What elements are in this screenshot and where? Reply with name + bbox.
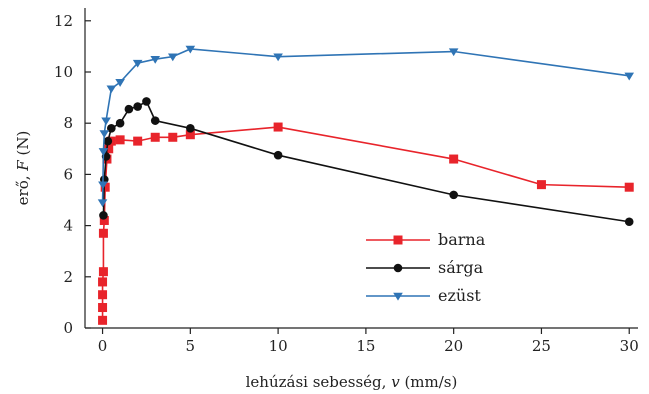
- data-point-2: [106, 85, 117, 94]
- legend-label: sárga: [438, 258, 484, 277]
- series-layer: [97, 45, 635, 325]
- y-tick-label: 6: [63, 165, 73, 183]
- data-point-2: [98, 181, 108, 190]
- axis-label-unit: (N): [14, 131, 32, 161]
- data-point-2: [97, 199, 108, 208]
- data-point-1: [273, 150, 283, 160]
- series-line-0: [101, 126, 630, 321]
- data-point-2: [101, 117, 111, 126]
- data-point-2: [273, 53, 283, 62]
- data-point-1: [115, 118, 125, 128]
- data-point-0: [150, 132, 160, 142]
- data-point-0: [273, 122, 283, 132]
- y-tick-label: 8: [63, 114, 73, 132]
- data-point-1: [103, 136, 113, 146]
- legend-item-0: barna: [366, 230, 486, 249]
- axis-label-text: erő,: [14, 171, 32, 206]
- axis-label-unit: (mm/s): [400, 373, 458, 391]
- data-point-0: [624, 182, 634, 192]
- series-1: [99, 97, 634, 227]
- data-point-2: [99, 130, 110, 139]
- data-point-2: [167, 53, 178, 62]
- axis-label-text: lehúzási sebesség,: [246, 373, 392, 391]
- legend-item-1: sárga: [366, 258, 484, 277]
- y-tick-label: 12: [54, 12, 73, 30]
- x-tick-label: 20: [444, 337, 463, 355]
- legend-label: ezüst: [438, 286, 481, 305]
- y-tick-label: 4: [63, 217, 73, 235]
- legend: barna sárga ezüst: [366, 230, 486, 305]
- data-point-2: [393, 292, 403, 301]
- y-tick-label: 10: [54, 63, 73, 81]
- data-point-2: [185, 45, 196, 54]
- data-point-1: [393, 263, 403, 273]
- data-point-0: [536, 180, 546, 190]
- data-point-1: [107, 124, 116, 133]
- data-point-1: [142, 97, 151, 106]
- data-point-2: [624, 72, 635, 81]
- series-2: [97, 45, 635, 208]
- data-point-0: [393, 235, 403, 245]
- y-tick-label: 0: [63, 319, 73, 337]
- data-point-2: [115, 79, 125, 87]
- data-point-0: [98, 290, 108, 300]
- data-point-0: [98, 303, 108, 313]
- x-tick-label: 10: [269, 337, 288, 355]
- axes: 0 2 4 6 8 10 12 0 5 10 15 20 25 30: [54, 8, 639, 355]
- legend-item-2: ezüst: [366, 286, 481, 305]
- x-tick-label: 30: [620, 337, 639, 355]
- data-point-0: [104, 144, 114, 154]
- axis-label-variable: F: [14, 160, 32, 172]
- axis-label-variable: v: [391, 373, 400, 391]
- data-point-0: [449, 154, 459, 164]
- data-point-1: [150, 116, 160, 125]
- data-point-0: [98, 315, 108, 325]
- x-tick-label: 25: [532, 337, 551, 355]
- x-tick-label: 0: [98, 337, 108, 355]
- data-point-2: [132, 59, 143, 68]
- data-point-0: [115, 135, 125, 145]
- data-point-0: [98, 267, 108, 277]
- data-point-0: [168, 132, 178, 142]
- data-point-2: [448, 48, 459, 57]
- data-point-1: [99, 211, 108, 220]
- data-point-0: [133, 136, 143, 146]
- data-point-1: [133, 102, 142, 111]
- data-point-1: [449, 190, 458, 200]
- data-point-2: [150, 56, 161, 64]
- x-tick-label: 5: [186, 337, 196, 355]
- y-axis-label: erő, F (N): [14, 131, 32, 206]
- data-point-0: [185, 130, 195, 140]
- data-point-2: [98, 148, 109, 156]
- data-point-0: [99, 215, 109, 225]
- data-point-1: [186, 124, 195, 133]
- data-point-0: [98, 277, 108, 287]
- data-point-0: [100, 182, 110, 192]
- data-point-1: [624, 217, 634, 227]
- x-tick-label: 15: [356, 337, 375, 355]
- legend-label: barna: [438, 230, 486, 249]
- y-tick-label: 2: [63, 268, 73, 286]
- data-point-0: [98, 228, 108, 238]
- data-point-1: [124, 104, 134, 114]
- series-line-1: [102, 100, 630, 223]
- series-0: [98, 122, 634, 325]
- x-axis-label: lehúzási sebesség, v (mm/s): [246, 373, 458, 391]
